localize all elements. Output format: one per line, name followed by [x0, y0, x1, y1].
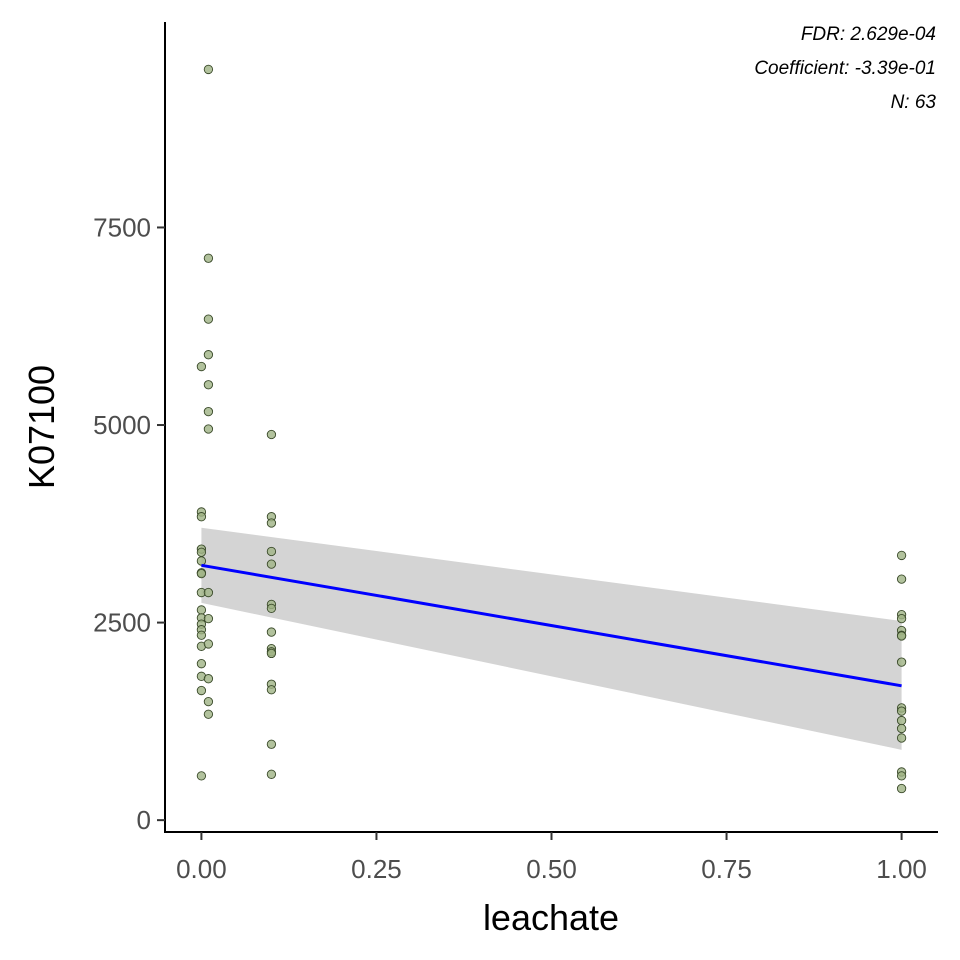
data-point	[266, 559, 277, 569]
x-tick-label: 0.25	[351, 854, 402, 884]
data-point	[896, 706, 907, 716]
data-point	[266, 603, 277, 614]
data-point	[203, 587, 214, 598]
x-tick-label: 1.00	[876, 854, 927, 884]
data-point	[196, 568, 207, 579]
data-point	[896, 613, 907, 624]
data-point	[896, 723, 907, 734]
data-point	[196, 630, 207, 640]
data-point	[203, 314, 214, 324]
data-point	[203, 406, 214, 417]
data-point	[203, 709, 214, 719]
stat-annotation: N: 63	[891, 92, 937, 113]
y-tick-label: 5000	[93, 410, 151, 440]
data-point	[196, 361, 207, 372]
data-point	[196, 771, 207, 781]
data-point	[896, 715, 907, 726]
data-point	[203, 424, 214, 434]
data-point	[896, 657, 907, 667]
data-point	[266, 769, 277, 779]
data-point	[896, 733, 907, 743]
data-point	[203, 350, 214, 360]
regression-line	[201, 563, 902, 688]
data-point	[196, 556, 207, 566]
y-ticks: 0 2500 5000 7500	[93, 212, 165, 835]
data-point	[196, 605, 207, 615]
data-point	[266, 685, 277, 695]
points-layer	[196, 64, 907, 794]
y-tick-label: 2500	[93, 608, 151, 638]
data-point	[196, 512, 207, 522]
stat-annotation: Coefficient: -3.39e-01	[754, 58, 936, 79]
data-point	[203, 674, 214, 684]
data-point	[196, 659, 207, 669]
data-point	[266, 429, 277, 440]
data-point	[266, 739, 277, 749]
data-point	[266, 546, 277, 557]
data-point	[896, 631, 907, 641]
data-point	[203, 613, 214, 624]
stats-annotations: FDR: 2.629e-04 Coefficient: -3.39e-01 N: 6…	[754, 24, 936, 113]
stat-annotation: FDR: 2.629e-04	[801, 24, 936, 45]
data-point	[896, 574, 907, 584]
data-point	[196, 685, 207, 696]
data-point	[266, 518, 277, 528]
data-point	[203, 696, 214, 707]
y-axis-title: K07100	[21, 365, 62, 489]
x-axis-title: leachate	[483, 897, 619, 938]
x-ticks: 0.00 0.25 0.50 0.75 1.00	[176, 832, 927, 884]
x-tick-label: 0.00	[176, 854, 227, 884]
data-point	[266, 627, 277, 637]
data-point	[203, 64, 214, 75]
data-point	[896, 783, 907, 794]
data-point	[266, 648, 277, 659]
data-point	[203, 639, 214, 649]
confidence-band	[201, 527, 902, 750]
x-tick-label: 0.75	[701, 854, 752, 884]
data-point	[896, 771, 907, 781]
data-point	[196, 547, 207, 557]
fit-line-layer	[201, 563, 902, 688]
x-tick-label: 0.50	[526, 854, 577, 884]
confidence-band-layer	[201, 527, 902, 750]
data-point	[203, 380, 214, 390]
y-tick-label: 7500	[93, 212, 151, 242]
data-point	[203, 253, 214, 263]
y-tick-label: 0	[137, 805, 151, 835]
data-point	[896, 550, 907, 561]
